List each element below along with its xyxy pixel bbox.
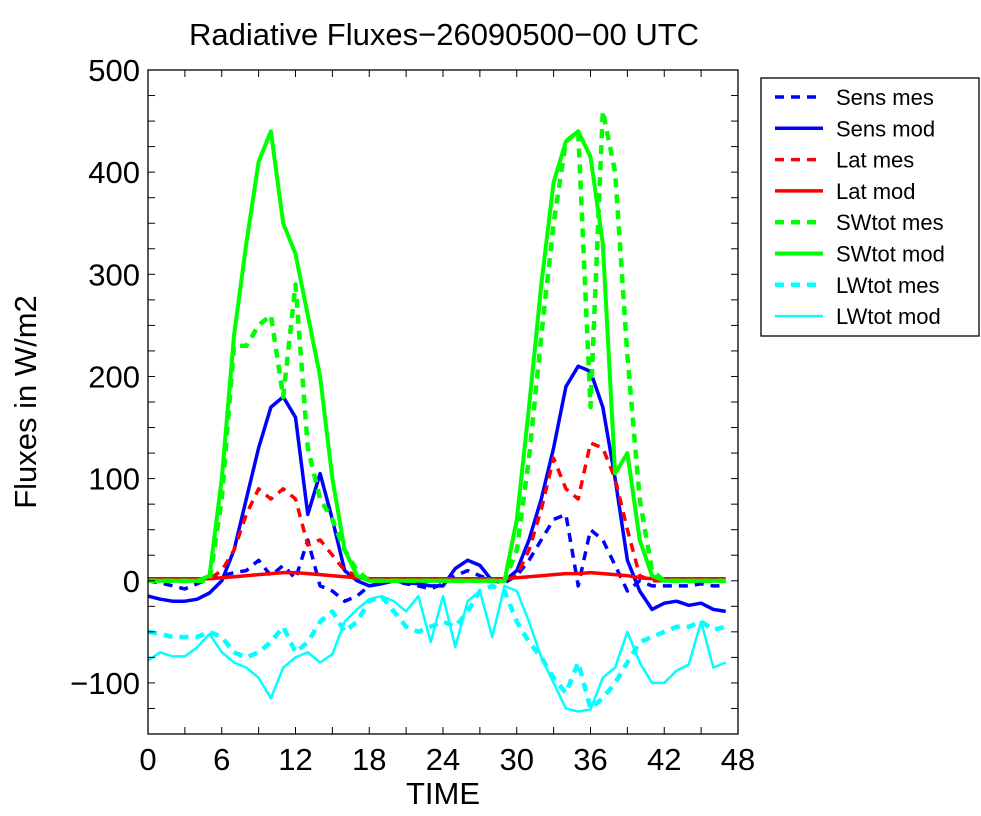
x-tick-label: 0	[139, 742, 156, 777]
x-tick-label: 6	[213, 742, 230, 777]
x-tick-label: 24	[426, 742, 460, 777]
legend-label: Lat mod	[836, 179, 916, 204]
series-line-swtot-mes	[148, 108, 726, 584]
series-line-lat-mes	[148, 441, 726, 583]
series-line-sens-mod	[148, 364, 726, 614]
legend-box	[760, 77, 980, 337]
legend-label: LWtot mes	[836, 273, 940, 298]
ticks-layer: 0 6 12 18 24 30 36 42 48 −100 0 100 200 300 400 500	[70, 53, 755, 777]
series-line-lwtot-mod	[148, 584, 727, 713]
y-tick-label: 300	[88, 257, 140, 292]
legend-label: Lat mes	[836, 148, 914, 173]
y-tick-label: 100	[88, 462, 140, 497]
x-tick-label: 42	[647, 742, 681, 777]
legend-label: SWtot mod	[836, 242, 945, 267]
x-tick-label: 48	[721, 742, 755, 777]
y-tick-label: 500	[88, 53, 140, 88]
legend-label: LWtot mod	[836, 304, 941, 329]
x-tick-label: 12	[278, 742, 312, 777]
x-tick-label: 18	[352, 742, 386, 777]
legend-label: Sens mod	[836, 116, 935, 141]
series-line-swtot-mod	[148, 129, 726, 583]
y-tick-label: −100	[70, 666, 140, 701]
y-tick-label: 400	[88, 155, 140, 190]
x-axis-label: TIME	[406, 776, 480, 811]
y-tick-label: 200	[88, 359, 140, 394]
x-tick-label: 30	[500, 742, 534, 777]
y-axis-label: Fluxes in W/m2	[8, 295, 43, 509]
series-line-lwtot-mes	[148, 583, 727, 711]
series-layer	[148, 108, 727, 713]
x-tick-label: 36	[573, 742, 607, 777]
plot-area-frame	[147, 69, 739, 735]
legend-label: Sens mes	[836, 85, 934, 110]
legend: Sens mes Sens mod Lat mes Lat mod SWtot mes S…	[760, 77, 980, 337]
series-line-lat-mod	[148, 570, 726, 581]
chart-title: Radiative Fluxes−26090500−00 UTC	[189, 17, 699, 52]
y-tick-label: 0	[123, 564, 140, 599]
legend-label: SWtot mes	[836, 210, 944, 235]
